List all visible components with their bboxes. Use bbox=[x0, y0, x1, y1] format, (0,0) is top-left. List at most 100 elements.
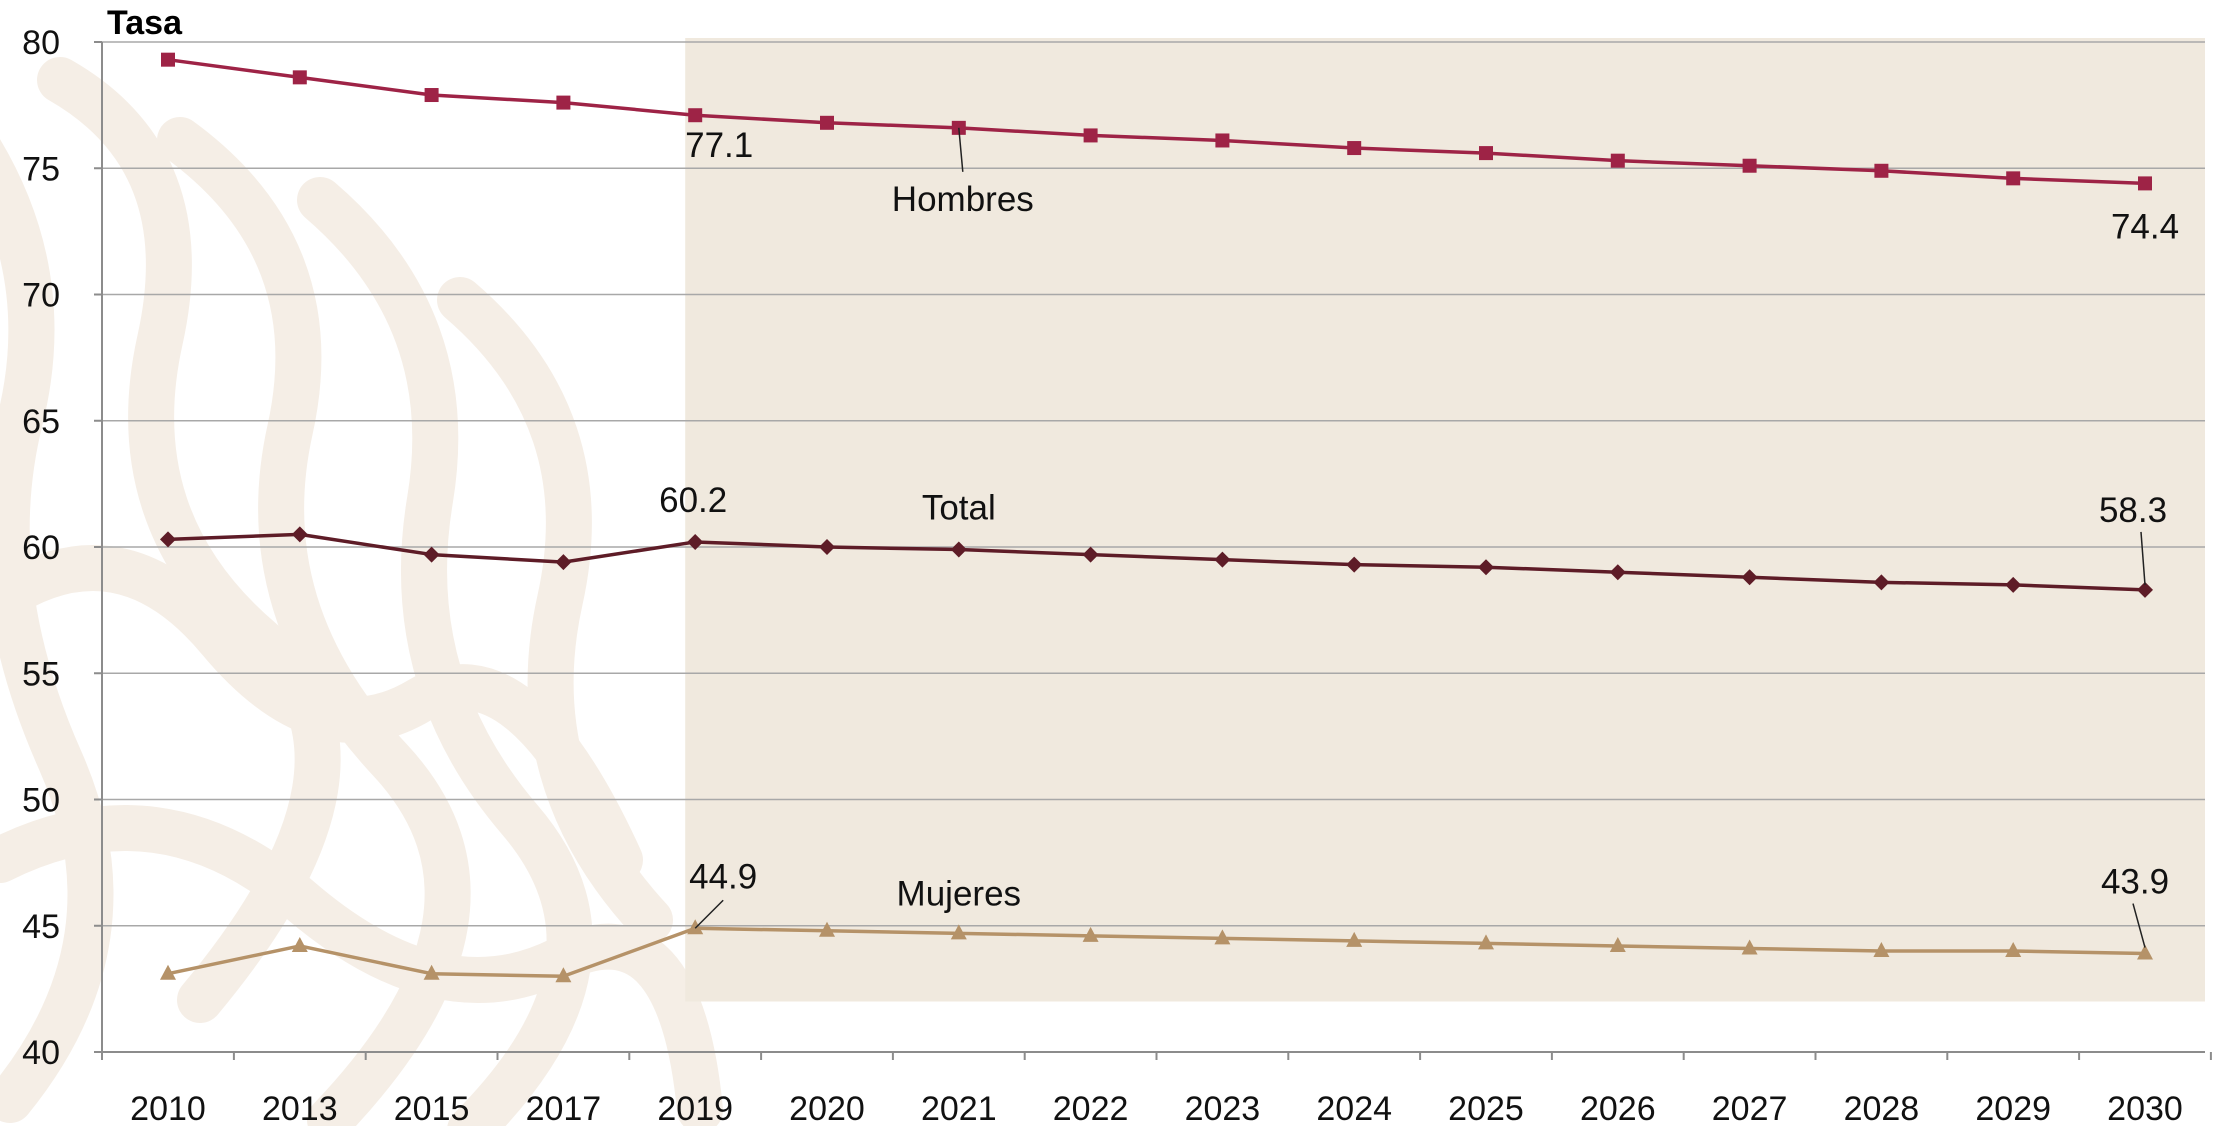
y-tick-label: 55 bbox=[22, 655, 60, 693]
x-tick-label: 2015 bbox=[394, 1090, 470, 1126]
background-watermark-pattern bbox=[0, 57, 723, 1126]
x-tick-label: 2025 bbox=[1448, 1090, 1524, 1126]
series-label-total: Total bbox=[922, 489, 996, 528]
data-point bbox=[819, 539, 835, 555]
data-point bbox=[2137, 581, 2153, 598]
data-point bbox=[292, 70, 307, 85]
data-point bbox=[161, 52, 175, 67]
x-tick-label: 2019 bbox=[657, 1090, 733, 1126]
watermark-stroke bbox=[157, 117, 471, 1126]
x-tick-label: 2010 bbox=[130, 1090, 206, 1126]
x-tick-label: 2020 bbox=[789, 1090, 865, 1126]
data-label-mujeres-2019: 44.9 bbox=[689, 857, 757, 896]
leader-line bbox=[694, 899, 724, 929]
data-label-total-2019: 60.2 bbox=[659, 481, 727, 520]
data-label-total-2030: 58.3 bbox=[2099, 491, 2167, 530]
y-axis-label: Tasa bbox=[107, 4, 183, 42]
leader-line bbox=[2140, 531, 2146, 585]
data-point bbox=[1346, 931, 1363, 947]
data-point bbox=[1741, 569, 1758, 586]
gridlines bbox=[102, 41, 2205, 927]
series-hombres bbox=[161, 52, 2152, 191]
data-point bbox=[1214, 929, 1231, 945]
data-point bbox=[1478, 934, 1494, 950]
leader-line bbox=[958, 127, 964, 172]
x-tick-label: 2017 bbox=[526, 1090, 602, 1126]
data-point bbox=[687, 533, 704, 550]
data-label-hombres-2030: 74.4 bbox=[2111, 207, 2179, 246]
data-labels: 77.1 74.4 Hombres 60.2 58.3 Total 44.9 43.9 Muje… bbox=[659, 126, 2179, 948]
x-tick-label: 2028 bbox=[1844, 1090, 1920, 1126]
x-tick-label: 2027 bbox=[1712, 1090, 1788, 1126]
y-tick-label: 60 bbox=[22, 529, 60, 567]
data-point bbox=[1215, 133, 1230, 148]
x-tick-label: 2024 bbox=[1316, 1090, 1392, 1126]
data-label-hombres-2019: 77.1 bbox=[685, 126, 753, 165]
series-line bbox=[167, 532, 2146, 592]
y-tick-label: 40 bbox=[22, 1034, 60, 1072]
data-point bbox=[1873, 942, 1890, 957]
data-point bbox=[160, 964, 176, 980]
watermark-stroke bbox=[0, 545, 643, 883]
series-label-hombres: Hombres bbox=[892, 180, 1034, 219]
leader-line bbox=[2132, 903, 2146, 948]
data-point bbox=[688, 108, 703, 123]
x-tick-label: 2029 bbox=[1975, 1090, 2051, 1126]
data-point bbox=[1478, 559, 1494, 576]
data-point bbox=[1083, 128, 1098, 143]
data-point bbox=[1214, 551, 1231, 568]
y-tick-labels: 40 45 50 55 60 65 70 75 80 bbox=[22, 24, 60, 1072]
y-tick-label: 45 bbox=[22, 908, 60, 946]
data-point bbox=[819, 921, 835, 937]
data-point bbox=[423, 964, 440, 980]
data-point bbox=[1741, 939, 1758, 955]
x-tick-label: 2021 bbox=[921, 1090, 997, 1126]
data-point bbox=[555, 967, 572, 983]
data-point bbox=[423, 546, 440, 563]
data-point bbox=[291, 526, 308, 543]
data-point bbox=[687, 919, 704, 935]
data-point bbox=[1610, 153, 1625, 168]
y-tick-label: 80 bbox=[22, 24, 60, 62]
x-tick-label: 2013 bbox=[262, 1090, 338, 1126]
y-tick-label: 75 bbox=[22, 150, 60, 188]
data-point bbox=[1082, 546, 1099, 563]
data-point bbox=[2006, 171, 2021, 186]
x-tick-label: 2022 bbox=[1053, 1090, 1129, 1126]
x-tick-label: 2023 bbox=[1185, 1090, 1261, 1126]
data-point bbox=[1873, 574, 1890, 591]
series-line bbox=[167, 57, 2146, 186]
data-point bbox=[555, 554, 572, 571]
data-point bbox=[1346, 556, 1363, 573]
projection-shaded-region bbox=[685, 38, 2206, 1002]
data-point bbox=[1479, 146, 1493, 161]
axes bbox=[94, 41, 2212, 1060]
data-point bbox=[160, 531, 176, 548]
series-line bbox=[167, 926, 2146, 978]
series-total bbox=[160, 526, 2153, 598]
watermark-stroke bbox=[37, 57, 341, 1023]
data-point bbox=[2005, 576, 2022, 593]
data-point bbox=[2005, 942, 2022, 957]
data-point bbox=[1742, 158, 1757, 173]
data-point bbox=[820, 115, 834, 130]
series-mujeres bbox=[160, 919, 2153, 983]
data-point bbox=[1082, 926, 1099, 942]
x-tick-label: 2030 bbox=[2107, 1090, 2183, 1126]
y-tick-label: 65 bbox=[22, 403, 60, 441]
data-point bbox=[950, 924, 967, 940]
data-point bbox=[291, 936, 308, 952]
series-lines bbox=[160, 52, 2153, 983]
data-point bbox=[1874, 163, 1889, 178]
data-point bbox=[2137, 944, 2153, 960]
x-tick-label: 2026 bbox=[1580, 1090, 1656, 1126]
data-point bbox=[1609, 564, 1626, 581]
data-point bbox=[950, 541, 967, 558]
data-point bbox=[424, 88, 439, 103]
data-point bbox=[556, 95, 571, 110]
data-point bbox=[1347, 141, 1362, 156]
series-label-mujeres: Mujeres bbox=[897, 874, 1021, 913]
data-point bbox=[1609, 936, 1626, 952]
data-point bbox=[2138, 176, 2152, 191]
